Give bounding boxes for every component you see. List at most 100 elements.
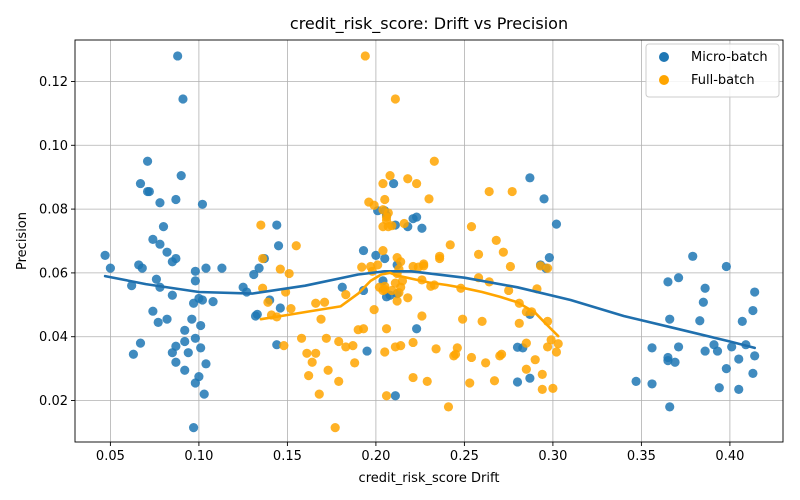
point-micro-batch (183, 348, 193, 358)
point-full-batch (491, 235, 501, 245)
point-full-batch (551, 347, 562, 357)
point-full-batch (481, 358, 491, 368)
point-micro-batch (688, 251, 698, 261)
point-micro-batch (162, 247, 172, 257)
point-micro-batch (208, 297, 218, 307)
point-micro-batch (412, 212, 422, 222)
point-micro-batch (252, 309, 262, 319)
point-micro-batch (737, 316, 747, 326)
point-micro-batch (155, 239, 165, 249)
point-micro-batch (155, 198, 165, 208)
point-full-batch (466, 352, 477, 363)
point-micro-batch (148, 306, 158, 316)
point-full-batch (323, 365, 333, 375)
point-full-batch (381, 391, 392, 401)
point-micro-batch (663, 356, 673, 366)
legend: Micro-batch Full-batch (645, 43, 780, 98)
point-micro-batch (670, 357, 680, 367)
point-micro-batch (525, 373, 535, 383)
point-full-batch (330, 423, 340, 433)
point-micro-batch (721, 261, 731, 272)
point-micro-batch (176, 170, 186, 181)
point-full-batch (537, 384, 547, 394)
y-tick-label: 0.12 (39, 75, 68, 90)
x-gridlines (110, 40, 731, 442)
point-full-batch (537, 369, 547, 379)
point-micro-batch (100, 250, 110, 260)
point-micro-batch (190, 266, 200, 276)
point-full-batch (304, 371, 314, 381)
point-full-batch (477, 316, 487, 326)
point-micro-batch (142, 156, 153, 166)
point-micro-batch (358, 285, 369, 296)
point-full-batch (350, 358, 360, 368)
point-micro-batch (272, 220, 282, 230)
point-full-batch (279, 341, 289, 351)
point-micro-batch (631, 376, 641, 386)
point-micro-batch (734, 354, 744, 364)
point-full-batch (504, 285, 514, 296)
point-full-batch (358, 324, 369, 334)
point-full-batch (403, 293, 413, 303)
point-full-batch (387, 285, 397, 296)
point-micro-batch (151, 274, 162, 284)
point-full-batch (296, 333, 307, 343)
point-micro-batch (167, 348, 177, 358)
x-ticks: 0.05 0.10 0.15 0.20 0.25 0.30 0.35 0.40 (96, 442, 744, 464)
point-full-batch (291, 241, 301, 251)
point-micro-batch (417, 223, 427, 233)
point-micro-batch (180, 325, 190, 335)
point-full-batch (505, 261, 516, 272)
point-micro-batch (135, 338, 146, 348)
point-micro-batch (673, 273, 684, 283)
x-tick-label: 0.25 (450, 449, 479, 464)
point-full-batch (424, 194, 434, 204)
point-micro-batch (695, 316, 705, 326)
point-full-batch (521, 338, 531, 348)
point-full-batch (390, 342, 400, 352)
point-full-batch (357, 262, 367, 272)
y-axis-label: Precision (15, 212, 30, 270)
point-full-batch (341, 342, 351, 352)
point-full-batch (307, 357, 317, 367)
x-tick-label: 0.15 (273, 449, 302, 464)
series-full-batch (256, 51, 563, 433)
point-full-batch (275, 264, 285, 274)
point-full-batch (392, 296, 402, 306)
point-micro-batch (162, 314, 172, 324)
point-full-batch (429, 156, 439, 166)
point-full-batch (495, 351, 505, 361)
point-full-batch (507, 186, 517, 197)
point-micro-batch (525, 173, 535, 183)
point-micro-batch (734, 384, 744, 394)
point-micro-batch (105, 263, 115, 273)
point-full-batch (258, 253, 268, 264)
point-full-batch (263, 297, 273, 307)
point-micro-batch (665, 402, 675, 412)
point-micro-batch (380, 253, 390, 264)
trend-line-full-batch (259, 271, 560, 338)
point-full-batch (422, 376, 432, 386)
point-full-batch (542, 342, 553, 352)
point-micro-batch (197, 295, 208, 305)
point-full-batch (399, 218, 409, 229)
point-micro-batch (178, 94, 188, 104)
point-full-batch (431, 344, 441, 354)
point-full-batch (311, 298, 321, 308)
point-micro-batch (337, 282, 347, 292)
point-full-batch (334, 376, 344, 386)
point-full-batch (380, 194, 390, 205)
point-micro-batch (173, 51, 183, 61)
point-micro-batch (254, 263, 264, 273)
point-micro-batch (188, 298, 199, 308)
chart-title: credit_risk_score: Drift vs Precision (290, 14, 568, 34)
point-micro-batch (249, 269, 259, 280)
point-full-batch (408, 372, 418, 383)
point-micro-batch (665, 314, 675, 324)
point-micro-batch (171, 357, 181, 367)
point-micro-batch (201, 263, 211, 273)
point-micro-batch (158, 222, 169, 232)
point-full-batch (319, 297, 330, 307)
point-micro-batch (197, 199, 208, 209)
